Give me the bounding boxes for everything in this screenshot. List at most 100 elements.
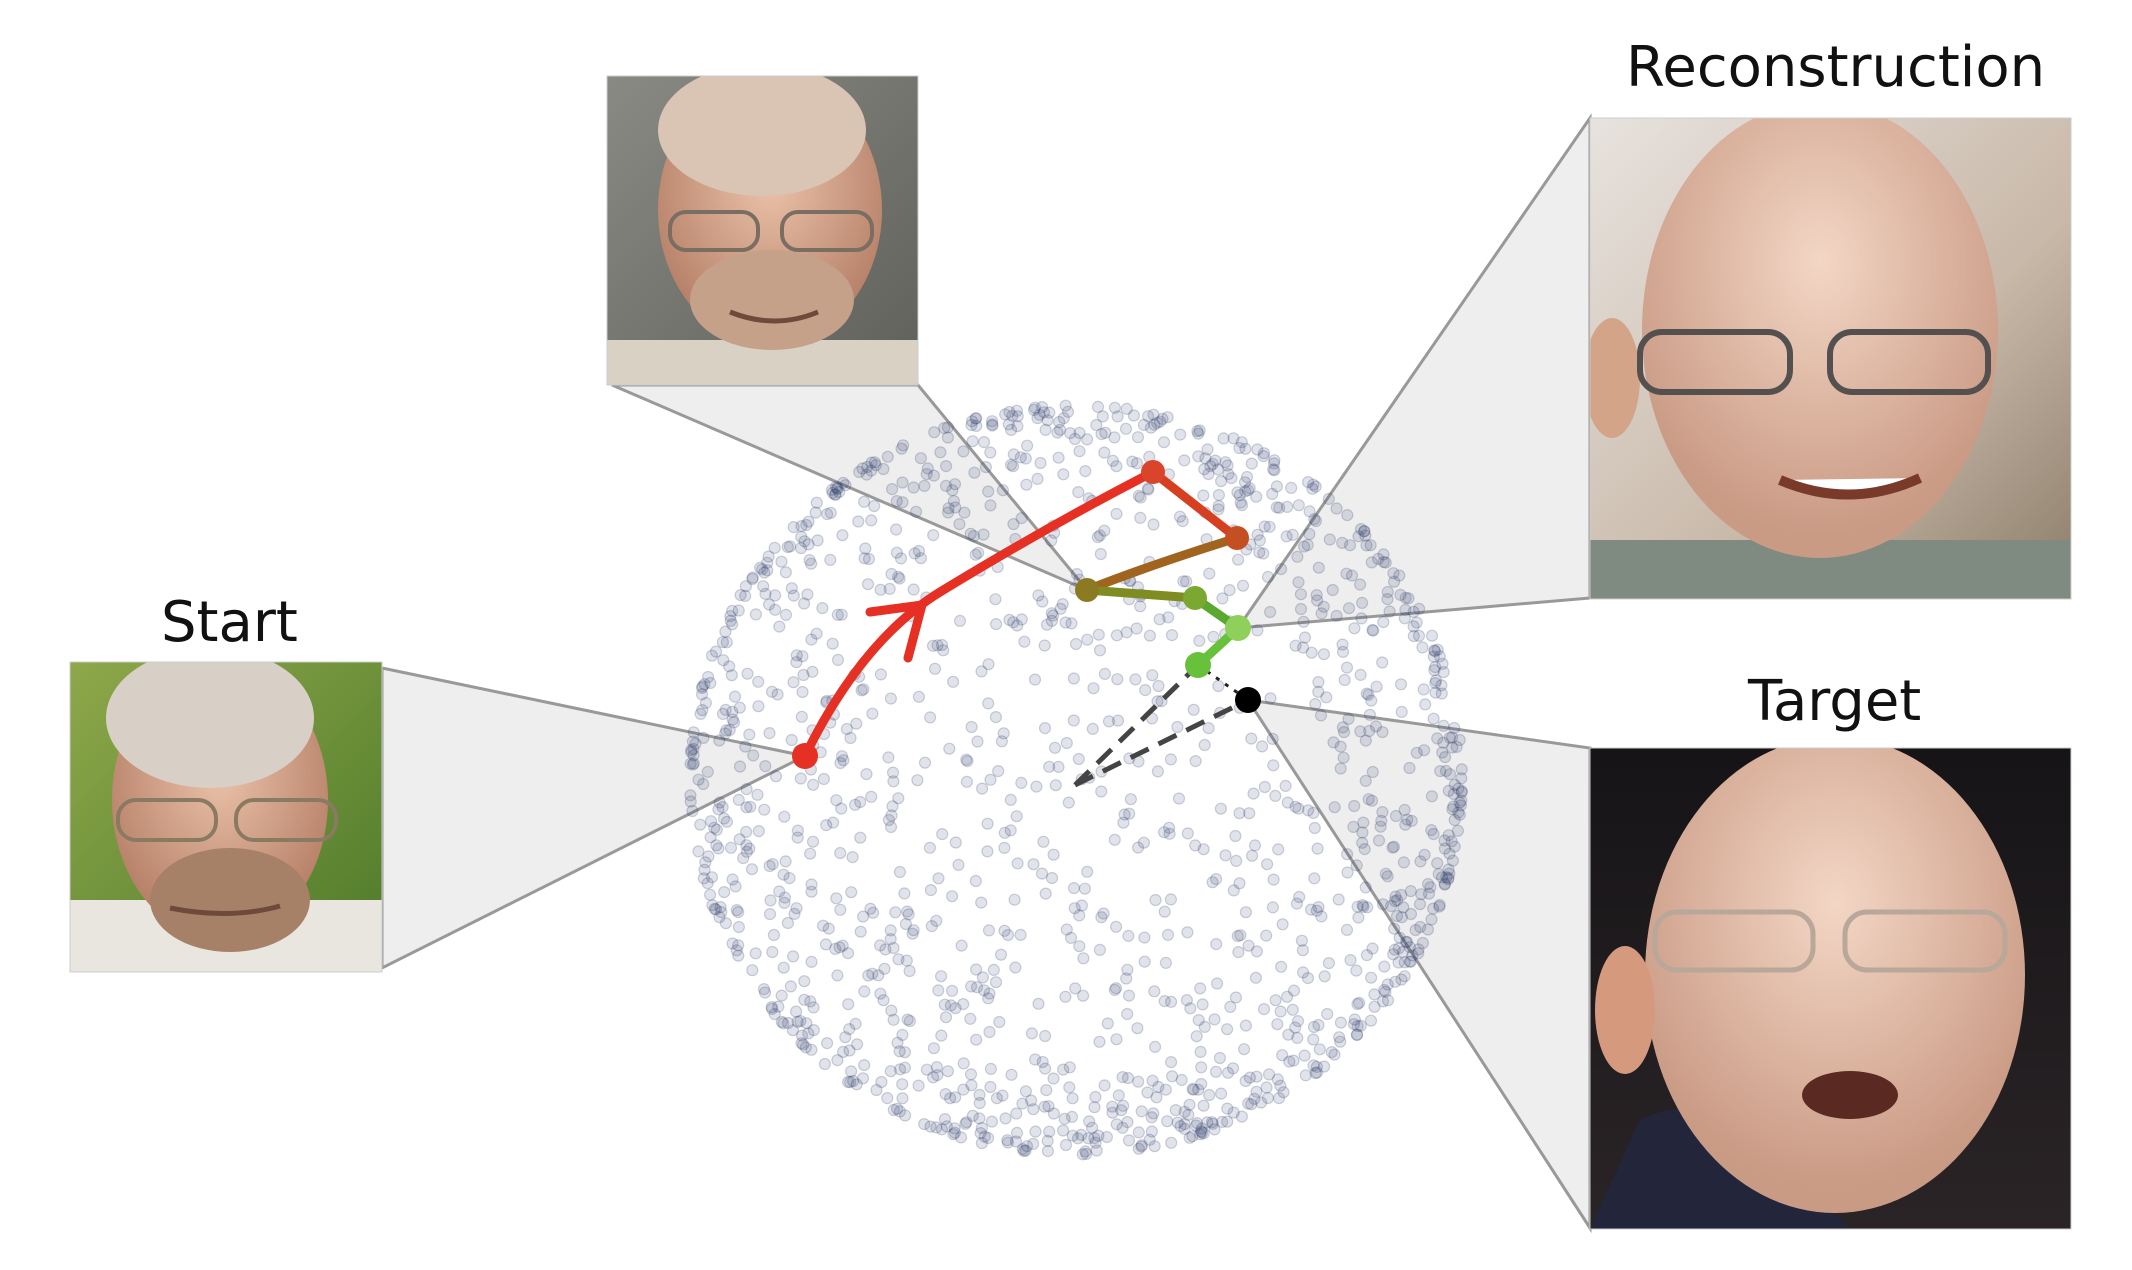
sphere-point xyxy=(1282,1028,1295,1041)
sphere-point xyxy=(1365,794,1379,807)
sphere-point xyxy=(762,550,775,563)
sphere-point xyxy=(1249,971,1263,984)
sphere-point xyxy=(708,902,721,915)
sphere-point xyxy=(1048,741,1062,754)
sphere-point xyxy=(1326,583,1339,597)
sphere-point xyxy=(964,527,977,540)
sphere-point xyxy=(730,944,743,957)
sphere-point xyxy=(698,678,711,691)
sphere-point xyxy=(699,856,712,869)
sphere-point xyxy=(1443,768,1457,781)
sphere-point xyxy=(789,1005,803,1018)
sphere-point xyxy=(945,890,959,903)
sphere-point xyxy=(1019,1085,1033,1098)
sphere-point xyxy=(714,900,727,914)
sphere-point xyxy=(859,542,872,555)
sphere-point xyxy=(942,502,955,515)
sphere-point xyxy=(1250,490,1263,503)
sphere-point xyxy=(1285,481,1298,494)
sphere-point xyxy=(1388,943,1401,956)
sphere-point xyxy=(1063,1061,1076,1074)
sphere-point xyxy=(1379,556,1392,569)
sphere-point xyxy=(1143,629,1157,642)
sphere-point xyxy=(1016,1142,1029,1156)
sphere-point xyxy=(1089,1090,1102,1104)
sphere-point xyxy=(734,588,747,602)
sphere-point xyxy=(1201,1116,1214,1129)
sphere-point xyxy=(1011,420,1024,433)
sphere-point xyxy=(1038,721,1052,735)
sphere-point xyxy=(1407,629,1420,643)
sphere-point xyxy=(1309,480,1322,493)
sphere-point xyxy=(954,1131,968,1144)
sphere-point xyxy=(1352,530,1365,543)
sphere-point xyxy=(1010,404,1024,417)
sphere-point xyxy=(1321,1007,1334,1021)
sphere-point xyxy=(1158,994,1171,1008)
sphere-point xyxy=(949,1002,962,1015)
node-5 xyxy=(1183,586,1207,610)
sphere-point xyxy=(1432,867,1445,881)
sphere-point xyxy=(1111,673,1124,686)
sphere-point xyxy=(803,553,816,567)
sphere-point xyxy=(1011,619,1024,632)
sphere-point xyxy=(1221,1102,1234,1115)
sphere-point xyxy=(1261,570,1275,584)
sphere-point xyxy=(1093,644,1107,657)
sphere-point xyxy=(882,813,896,827)
sphere-point xyxy=(1206,1117,1219,1130)
sphere-point xyxy=(979,461,993,474)
sphere-point xyxy=(1332,893,1345,906)
sphere-point xyxy=(1209,872,1223,886)
sphere-point xyxy=(749,608,763,621)
sphere-point xyxy=(894,552,908,565)
sphere-point xyxy=(740,782,753,796)
sphere-point xyxy=(1245,1098,1258,1111)
sphere-point xyxy=(751,788,764,801)
sphere-point xyxy=(948,1126,962,1139)
sphere-point xyxy=(1024,1094,1038,1107)
sphere-point xyxy=(1182,1108,1195,1121)
sphere-point xyxy=(798,975,811,988)
sphere-point xyxy=(1273,501,1286,514)
sphere-point xyxy=(1059,1138,1073,1152)
sphere-point xyxy=(1126,455,1139,468)
sphere-point xyxy=(949,501,962,514)
sphere-point xyxy=(1340,848,1354,861)
sphere-point xyxy=(1289,1021,1302,1034)
sphere-point xyxy=(1132,1142,1145,1155)
sphere-point xyxy=(1313,1043,1326,1056)
sphere-point xyxy=(1272,843,1285,856)
sphere-point xyxy=(891,570,905,583)
sphere-point xyxy=(943,742,956,755)
sphere-point xyxy=(1042,1100,1055,1113)
sphere-point xyxy=(716,707,730,721)
sphere-point xyxy=(1397,856,1411,869)
sphere-point xyxy=(1355,596,1369,610)
sphere-point xyxy=(1345,569,1359,582)
sphere-point xyxy=(850,717,863,730)
sphere-point xyxy=(862,552,876,566)
sphere-point xyxy=(908,547,921,560)
sphere-point xyxy=(848,798,862,811)
sphere-point xyxy=(1318,970,1331,983)
sphere-point xyxy=(930,1121,943,1134)
sphere-point xyxy=(1204,460,1217,473)
reconstruction-image-frame xyxy=(1589,117,2072,600)
sphere-point xyxy=(844,1065,858,1078)
sphere-point xyxy=(970,981,984,994)
sphere-point xyxy=(1381,870,1394,883)
sphere-point xyxy=(884,1065,897,1078)
sphere-point xyxy=(794,772,807,785)
sphere-point xyxy=(833,941,846,954)
sphere-point xyxy=(1307,806,1320,820)
sphere-point xyxy=(1138,955,1151,968)
sphere-point xyxy=(1409,923,1422,937)
sphere-point xyxy=(1146,669,1159,682)
sphere-point xyxy=(1192,1083,1205,1096)
sphere-point xyxy=(725,618,739,631)
sphere-point xyxy=(846,850,859,864)
sphere-point xyxy=(1248,839,1262,852)
sphere-point xyxy=(854,831,867,844)
sphere-point xyxy=(1175,1073,1188,1087)
